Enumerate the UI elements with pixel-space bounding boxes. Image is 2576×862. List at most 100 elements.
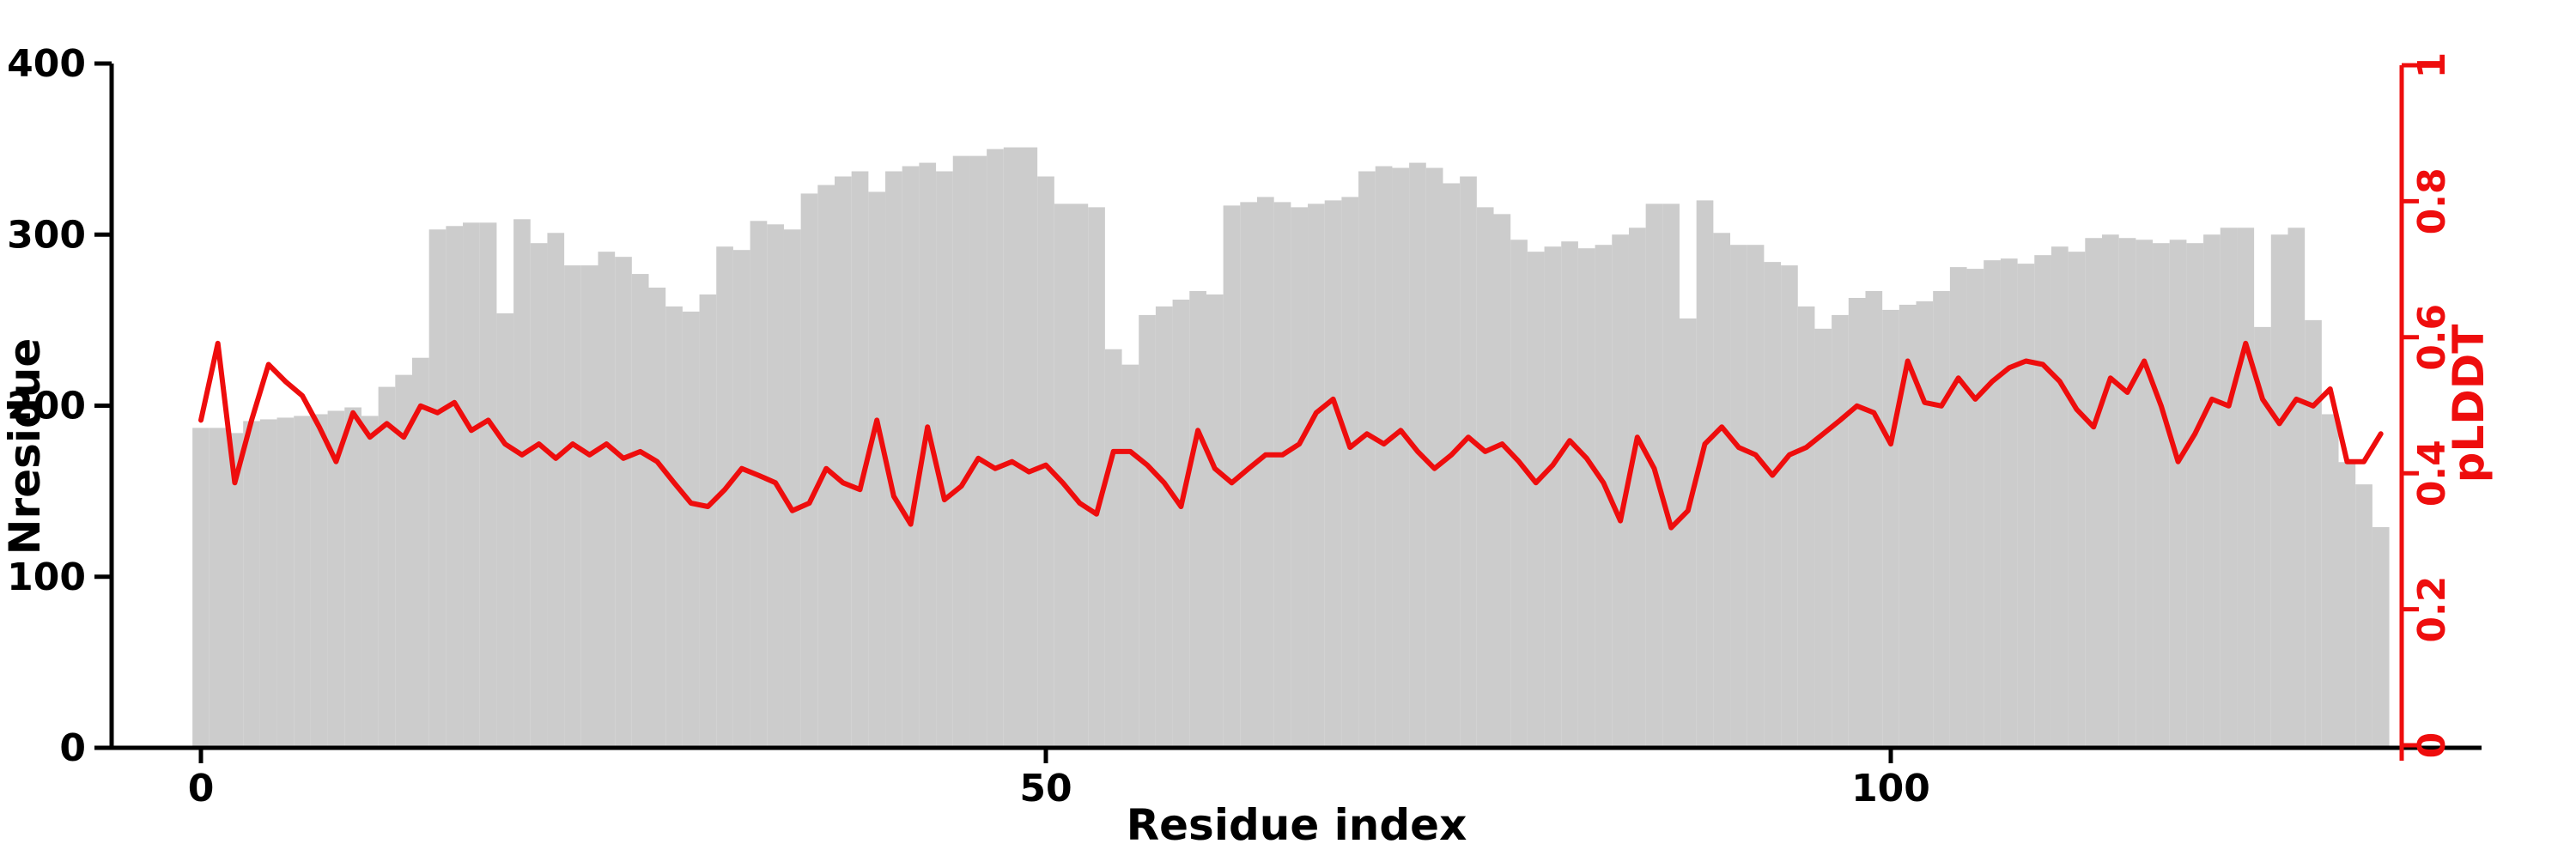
nresidue-bar <box>1257 197 1274 748</box>
nresidue-bar <box>750 221 768 748</box>
nresidue-bar <box>1949 267 1967 748</box>
nresidue-bar <box>2186 243 2204 749</box>
nresidue-bar <box>1561 241 1578 749</box>
nresidue-bar <box>1139 314 1156 748</box>
nresidue-bar <box>1206 294 1224 748</box>
nresidue-bar <box>1341 197 1359 748</box>
nresidue-bar <box>1933 291 1950 748</box>
nresidue-bar <box>1577 248 1595 748</box>
x-axis-tick-label: 100 <box>1851 767 1930 810</box>
nresidue-bar <box>1358 171 1376 748</box>
right-axis-tick-label: 0.6 <box>2410 304 2454 371</box>
nresidue-bar <box>344 407 361 748</box>
nresidue-bar <box>1121 364 1139 748</box>
nresidue-bar <box>1223 205 1241 748</box>
nresidue-bar <box>1984 260 2001 748</box>
nresidue-bar <box>1308 203 1325 748</box>
nresidue-bar <box>2118 238 2136 748</box>
nresidue-bar <box>2237 228 2255 748</box>
nresidue-bar <box>716 246 733 748</box>
nresidue-bar <box>1713 233 1731 748</box>
nresidue-bar <box>2000 258 2018 748</box>
left-axis-tick-label: 300 <box>7 213 86 257</box>
nresidue-bar <box>479 222 497 748</box>
nresidue-bar <box>1510 240 1528 749</box>
nresidue-bar <box>1680 318 1697 748</box>
nresidue-bar <box>1054 203 1072 748</box>
nresidue-bar <box>2270 234 2288 748</box>
left-axis-title: Nresidue <box>0 338 50 555</box>
x-axis: 0 50 100 <box>112 745 2482 810</box>
nresidue-bar <box>530 243 548 749</box>
bars-group <box>192 147 2390 749</box>
nresidue-bar <box>1425 167 1443 749</box>
nresidue-bar <box>294 416 311 748</box>
nresidue-bar <box>1476 207 1494 748</box>
nresidue-bar <box>2220 228 2238 748</box>
nresidue-bar <box>1916 300 1934 749</box>
nresidue-bar <box>1443 183 1461 749</box>
nresidue-bar <box>885 171 902 748</box>
nresidue-bar <box>1189 291 1206 748</box>
nresidue-bar <box>243 421 260 748</box>
nresidue-bar <box>1814 328 1832 748</box>
nresidue-bar <box>378 386 396 748</box>
nresidue-bar <box>310 414 328 748</box>
nresidue-bar <box>1155 306 1173 748</box>
nresidue-bar <box>1832 314 1849 748</box>
nresidue-bar <box>2169 240 2187 749</box>
nresidue-bar <box>1409 162 1426 748</box>
nresidue-bar <box>1612 234 1629 748</box>
nresidue-bar <box>1527 252 1545 748</box>
nresidue-bar <box>1595 245 1613 749</box>
nresidue-bar <box>1662 203 1680 748</box>
nresidue-bar <box>1172 299 1190 749</box>
nresidue-bar <box>513 219 531 748</box>
nresidue-bar <box>1291 207 1309 748</box>
nresidue-bar <box>1020 147 1038 748</box>
nresidue-bar <box>1899 304 1917 748</box>
nresidue-bar <box>1392 167 1410 749</box>
nresidue-bar <box>1628 228 1646 748</box>
nresidue-bar <box>463 222 480 748</box>
nresidue-bar <box>2321 414 2339 748</box>
nresidue-bar <box>1696 200 1714 748</box>
nresidue-bar <box>1966 269 1984 749</box>
nresidue-bar <box>446 226 464 748</box>
right-axis-tick-label: 0.4 <box>2410 440 2454 507</box>
nresidue-bar <box>732 250 750 748</box>
left-axis-tick-label: 200 <box>7 385 86 428</box>
nresidue-bar <box>987 149 1004 749</box>
nresidue-bar <box>1797 306 1815 748</box>
nresidue-bar <box>1544 246 1562 748</box>
nresidue-bar <box>2136 240 2154 749</box>
nresidue-bar <box>209 428 227 748</box>
nresidue-bar <box>547 233 565 748</box>
left-axis-tick-label: 400 <box>7 42 86 86</box>
nresidue-bar <box>1104 349 1122 748</box>
nresidue-bar <box>395 374 412 748</box>
nresidue-bar <box>496 313 514 748</box>
nresidue-bar <box>919 162 937 748</box>
nresidue-bar <box>2068 252 2086 748</box>
nresidue-bar <box>2287 228 2306 748</box>
nresidue-bar <box>1460 176 1477 748</box>
nresidue-bar <box>868 191 886 748</box>
nresidue-bar <box>598 252 616 748</box>
right-axis-title: pLDDT <box>2444 325 2494 483</box>
nresidue-bar <box>580 265 598 748</box>
nresidue-bar <box>2085 238 2102 748</box>
nresidue-bar <box>1730 245 1747 749</box>
nresidue-bar <box>1781 265 1798 748</box>
nresidue-bar <box>2050 246 2069 748</box>
nresidue-bar <box>1324 200 1342 748</box>
x-axis-tick-label: 50 <box>1019 767 1072 810</box>
nresidue-bar <box>936 171 953 748</box>
nresidue-bar <box>615 257 632 748</box>
nresidue-bar <box>1003 147 1021 748</box>
nresidue-bar <box>1493 214 1511 749</box>
nresidue-bar <box>631 274 649 749</box>
right-axis: 0 0.2 0.4 0.6 0.8 1 <box>2399 52 2454 761</box>
right-axis-tick-label: 0 <box>2410 732 2454 759</box>
